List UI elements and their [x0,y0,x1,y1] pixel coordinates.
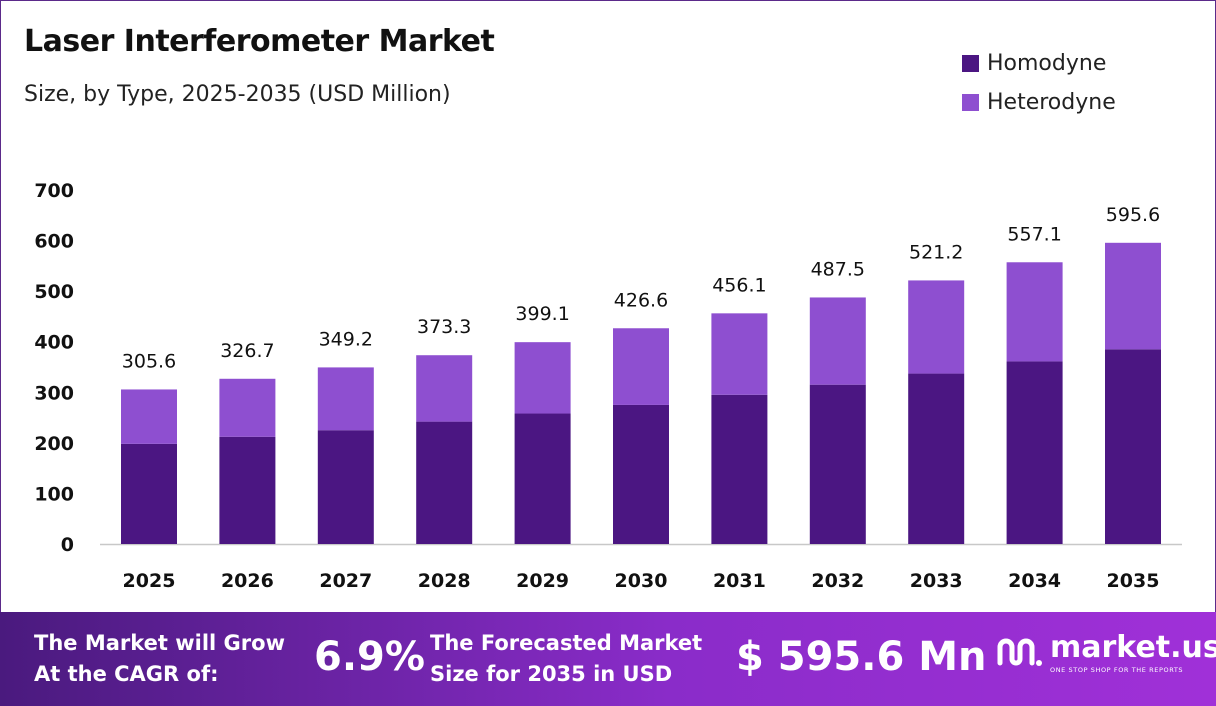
bar-heterodyne-2027 [317,367,374,431]
x-tick-label: 2025 [123,570,176,592]
legend-swatch-homodyne [962,55,979,72]
x-tick-label: 2027 [319,570,372,592]
bar-total-label: 487.5 [811,258,865,280]
bar-total-label: 426.6 [614,289,668,311]
bar-heterodyne-2031 [711,313,768,395]
bar-homodyne-2027 [317,430,374,544]
bar-heterodyne-2028 [416,355,473,422]
bar-total-label: 521.2 [909,241,963,263]
x-tick-label: 2032 [811,570,864,592]
legend-item-homodyne: Homodyne [962,44,1116,83]
bar-homodyne-2032 [809,384,866,544]
bar-chart: 0 100 200 300 400 500 600 700 305.6 2025 326.7 2026… [34,180,1182,592]
x-tick-label: 2028 [418,570,471,592]
bar-homodyne-2026 [219,436,276,544]
legend-label-heterodyne: Heterodyne [987,90,1116,115]
y-tick-label: 500 [34,281,74,303]
bar-total-label: 373.3 [417,316,471,338]
bar-heterodyne-2029 [514,342,571,414]
bar-homodyne-2029 [514,413,571,544]
brand-logo[interactable]: market.us ONE STOP SHOP FOR THE REPORTS [994,632,1216,674]
x-tick-label: 2030 [615,570,668,592]
bar-total-label: 595.6 [1106,204,1160,226]
forecast-value: $ 595.6 Mn [736,634,987,680]
cagr-value: 6.9% [314,634,425,680]
bar-homodyne-2033 [908,373,965,544]
bar-total-label: 456.1 [712,274,766,296]
bar-homodyne-2034 [1006,361,1063,544]
bar-homodyne-2025 [121,443,177,544]
bar-homodyne-2035 [1105,349,1161,544]
y-tick-label: 100 [34,483,74,505]
x-tick-label: 2033 [910,570,963,592]
bar-heterodyne-2034 [1006,262,1063,362]
bar-heterodyne-2025 [121,389,177,444]
footer-banner: The Market will Grow At the CAGR of: 6.9… [0,612,1216,706]
x-tick-label: 2026 [221,570,274,592]
forecast-caption-line1: The Forecasted Market [430,631,703,655]
chart-title: Laser Interferometer Market [24,24,495,59]
legend-swatch-heterodyne [962,94,979,111]
cagr-caption: The Market will Grow At the CAGR of: [34,628,285,690]
bar-heterodyne-2032 [809,297,866,385]
forecast-caption-line2: Size for 2035 in USD [430,662,673,686]
bar-total-label: 305.6 [122,350,176,372]
y-tick-label: 0 [61,534,74,556]
legend: Homodyne Heterodyne [962,44,1116,122]
bar-total-label: 557.1 [1007,223,1061,245]
bar-heterodyne-2033 [908,280,965,374]
bar-homodyne-2030 [613,404,669,544]
x-tick-label: 2034 [1008,570,1061,592]
legend-item-heterodyne: Heterodyne [962,83,1116,122]
brand-tagline: ONE STOP SHOP FOR THE REPORTS [1050,666,1184,674]
legend-label-homodyne: Homodyne [987,51,1107,76]
bar-total-label: 326.7 [220,340,274,362]
y-tick-label: 700 [34,180,74,202]
bar-heterodyne-2026 [219,378,276,437]
y-tick-label: 400 [34,332,74,354]
market-us-logo-icon [997,638,1042,666]
x-tick-label: 2029 [516,570,569,592]
chart-subtitle: Size, by Type, 2025-2035 (USD Million) [24,82,451,107]
bar-total-label: 399.1 [515,303,569,325]
x-tick-label: 2031 [713,570,766,592]
bar-total-label: 349.2 [319,328,373,350]
cagr-caption-line1: The Market will Grow [34,631,285,655]
bar-heterodyne-2035 [1105,242,1161,350]
x-tick-label: 2035 [1107,570,1160,592]
y-tick-label: 300 [34,382,74,404]
bar-heterodyne-2030 [613,328,669,405]
forecast-caption: The Forecasted Market Size for 2035 in U… [430,628,702,690]
cagr-caption-line2: At the CAGR of: [34,662,219,686]
y-tick-label: 600 [34,231,74,253]
bar-homodyne-2028 [416,421,473,544]
y-tick-label: 200 [34,433,74,455]
bar-homodyne-2031 [711,394,768,544]
brand-name: market.us [1050,630,1216,665]
